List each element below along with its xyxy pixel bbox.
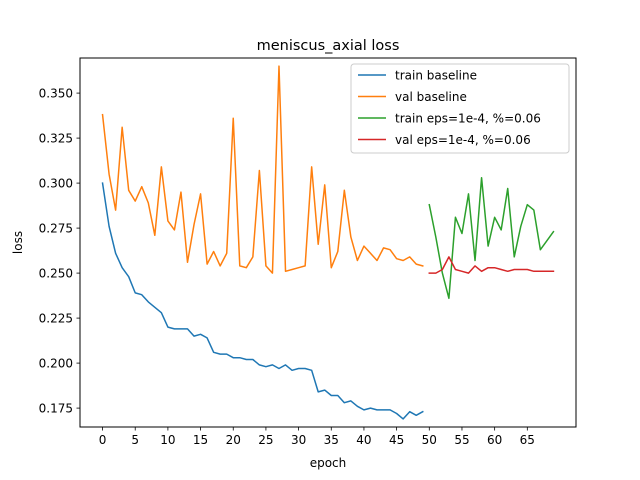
- plot-frame: [79, 57, 577, 428]
- legend-frame: [350, 63, 570, 154]
- y-axis-ticks: 0.175 0.200 0.225 0.250 0.275 0.300 0.325 0.350: [39, 86, 80, 415]
- y-tick-label: 0.250: [39, 266, 73, 280]
- y-tick-label: 0.300: [39, 176, 73, 190]
- series-line-0: [101, 182, 424, 420]
- x-tick-label: 40: [356, 433, 371, 447]
- y-tick-label: 0.275: [39, 221, 73, 235]
- x-tick-label: 60: [487, 433, 502, 447]
- y-axis-label: loss: [11, 231, 25, 254]
- x-tick-label: 25: [258, 433, 273, 447]
- x-tick-label: 65: [520, 433, 535, 447]
- legend-label: val eps=1e-4, %=0.06: [395, 133, 531, 147]
- x-tick-label: 15: [193, 433, 208, 447]
- x-tick-label: 10: [160, 433, 175, 447]
- x-tick-label: 30: [291, 433, 306, 447]
- legend-label: train baseline: [395, 68, 477, 82]
- x-tick-label: 5: [131, 433, 139, 447]
- x-tick-label: 50: [422, 433, 437, 447]
- y-tick-label: 0.175: [39, 401, 73, 415]
- series-line-3: [428, 256, 555, 274]
- y-tick-label: 0.350: [39, 86, 73, 100]
- legend-label: val baseline: [395, 90, 467, 104]
- y-tick-label: 0.200: [39, 356, 73, 370]
- series-line-1: [101, 65, 424, 274]
- legend: train baseline val baseline train eps=1e-4…: [350, 63, 570, 154]
- y-tick-label: 0.325: [39, 131, 73, 145]
- x-axis-ticks: 0 5 10 15 20 25 30 35 40 45 50 55 60 65: [99, 427, 535, 447]
- y-tick-label: 0.225: [39, 311, 73, 325]
- x-tick-label: 0: [99, 433, 107, 447]
- x-axis-label: epoch: [310, 456, 347, 470]
- x-tick-label: 55: [454, 433, 469, 447]
- x-tick-label: 35: [324, 433, 339, 447]
- chart-title: meniscus_axial loss: [257, 38, 400, 54]
- x-tick-label: 20: [226, 433, 241, 447]
- plot-lines: [101, 65, 555, 420]
- series-line-2: [428, 176, 555, 300]
- x-tick-label: 45: [389, 433, 404, 447]
- legend-label: train eps=1e-4, %=0.06: [395, 111, 541, 125]
